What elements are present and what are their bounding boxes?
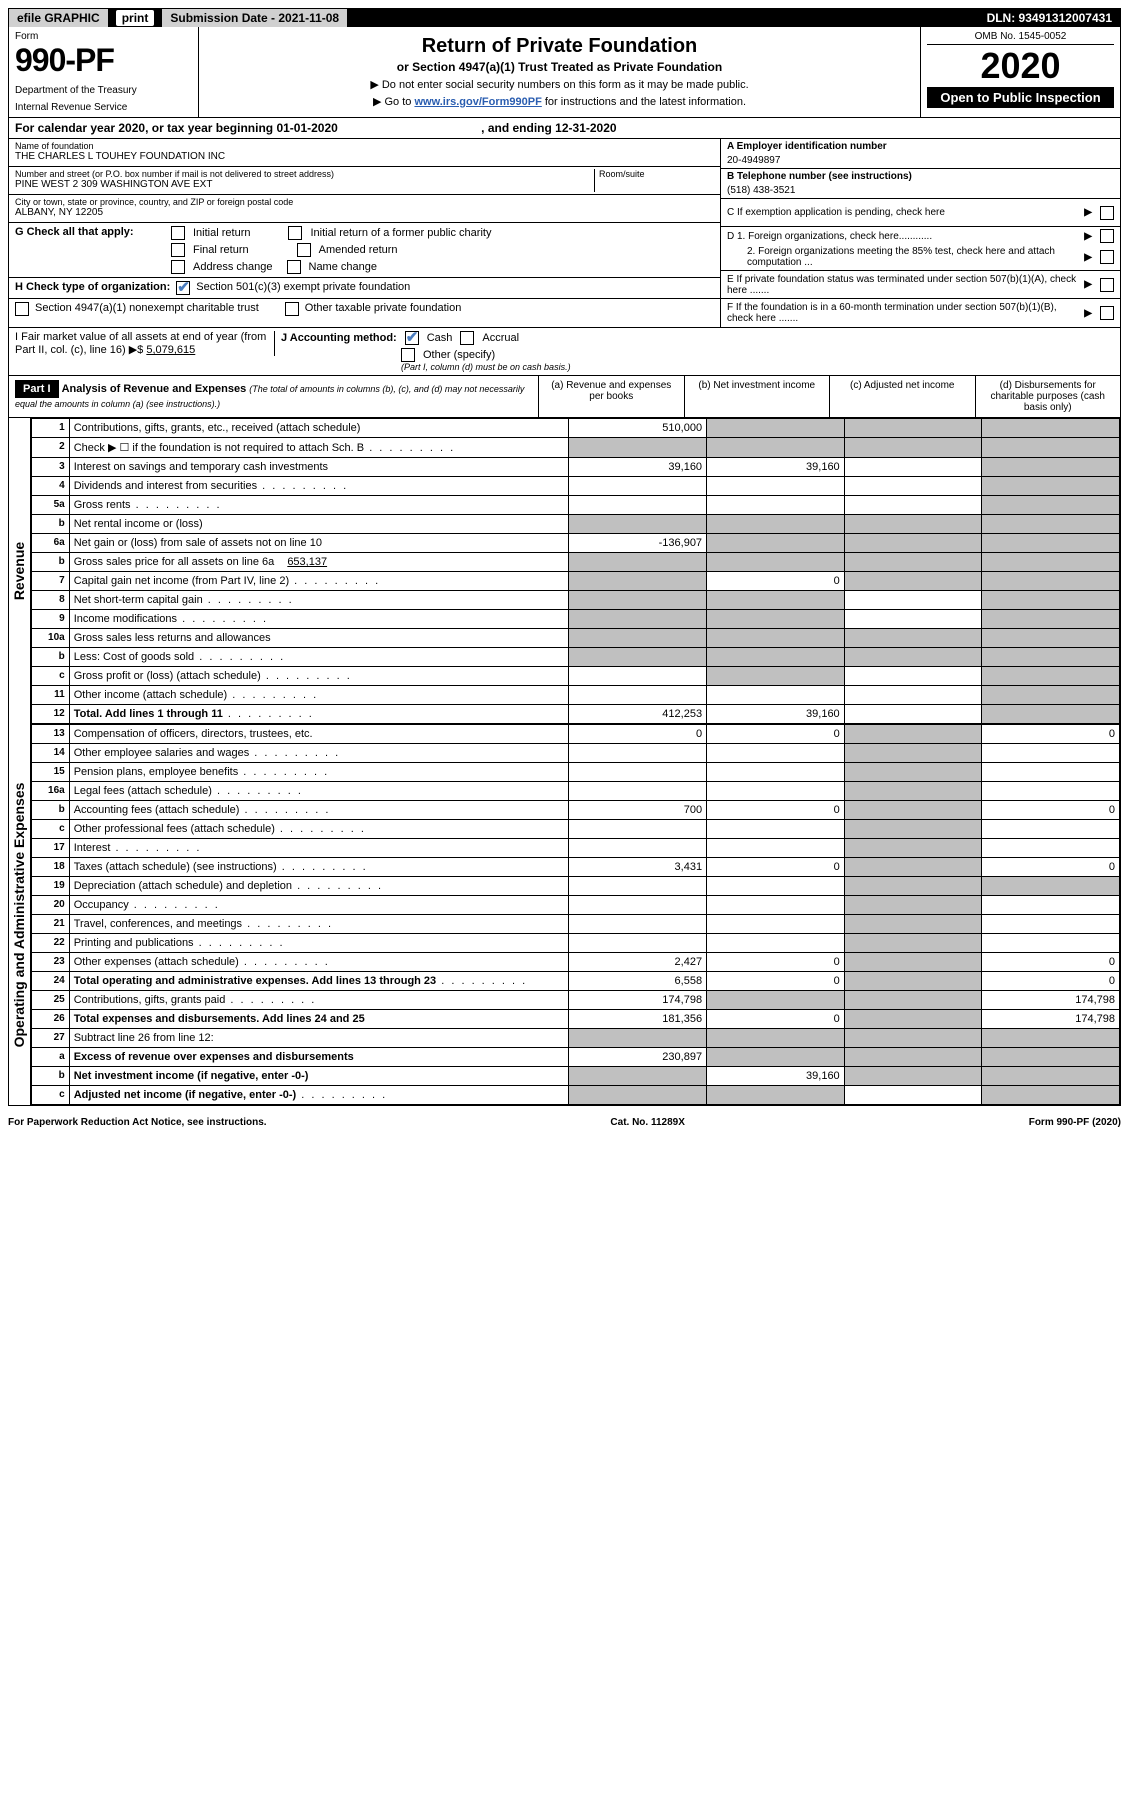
4947-check[interactable] — [15, 302, 29, 316]
f-check[interactable] — [1100, 306, 1114, 320]
dept-treasury: Department of the Treasury — [15, 85, 192, 96]
d2-check[interactable] — [1100, 250, 1114, 264]
telephone: (518) 438-3521 — [727, 185, 1114, 196]
form-subtitle: or Section 4947(a)(1) Trust Treated as P… — [205, 60, 914, 74]
accrual-check[interactable] — [460, 331, 474, 345]
e-label: E If private foundation status was termi… — [727, 274, 1076, 296]
d2-label: 2. Foreign organizations meeting the 85%… — [727, 246, 1076, 268]
j-label: J Accounting method: — [281, 332, 397, 344]
h-label: H Check type of organization: — [15, 281, 170, 293]
d1-check[interactable] — [1100, 229, 1114, 243]
irs-label: Internal Revenue Service — [15, 102, 192, 113]
print-button[interactable]: print — [116, 10, 155, 26]
i-label: I Fair market value of all assets at end… — [15, 331, 266, 356]
dln: DLN: 93491312007431 — [979, 9, 1120, 27]
city-label: City or town, state or province, country… — [15, 197, 714, 207]
title-block: Form 990-PF Department of the Treasury I… — [9, 27, 1120, 118]
j-note: (Part I, column (d) must be on cash basi… — [401, 362, 1114, 372]
fmv-value: 5,079,615 — [146, 344, 195, 356]
c-check[interactable] — [1100, 206, 1114, 220]
form-number: 990-PF — [15, 42, 192, 79]
name-change-check[interactable] — [287, 260, 301, 274]
tel-label: B Telephone number (see instructions) — [727, 171, 912, 182]
col-a: (a) Revenue and expenses per books — [539, 376, 685, 417]
room-label: Room/suite — [599, 169, 714, 179]
cash-check[interactable] — [405, 331, 419, 345]
expenses-section: Operating and Administrative Expenses 13… — [9, 724, 1120, 1105]
id-block: Name of foundation THE CHARLES L TOUHEY … — [9, 139, 1120, 328]
form-title: Return of Private Foundation — [205, 35, 914, 58]
col-d: (d) Disbursements for charitable purpose… — [976, 376, 1121, 417]
col-b: (b) Net investment income — [685, 376, 831, 417]
amended-check[interactable] — [297, 243, 311, 257]
g-label: G Check all that apply: — [15, 226, 134, 238]
irs-link[interactable]: www.irs.gov/Form990PF — [414, 96, 541, 108]
paperwork-notice: For Paperwork Reduction Act Notice, see … — [8, 1117, 267, 1128]
note-ssn: ▶ Do not enter social security numbers o… — [205, 78, 914, 91]
submission-date: Submission Date - 2021-11-08 — [162, 9, 347, 27]
revenue-side: Revenue — [11, 542, 27, 600]
col-c: (c) Adjusted net income — [830, 376, 976, 417]
city-state-zip: ALBANY, NY 12205 — [15, 207, 714, 218]
addr-label: Number and street (or P.O. box number if… — [15, 169, 594, 179]
cat-no: Cat. No. 11289X — [610, 1117, 684, 1128]
omb-number: OMB No. 1545-0052 — [927, 31, 1114, 45]
address-change-check[interactable] — [171, 260, 185, 274]
other-tax-check[interactable] — [285, 302, 299, 316]
part1-header: Part I Analysis of Revenue and Expenses … — [9, 376, 1120, 418]
form-label: Form — [15, 31, 192, 42]
ein-label: A Employer identification number — [727, 141, 887, 152]
f-label: F If the foundation is in a 60-month ter… — [727, 302, 1076, 324]
initial-return-check[interactable] — [171, 226, 185, 240]
d1-label: D 1. Foreign organizations, check here..… — [727, 231, 1076, 242]
efile-header: efile GRAPHIC print Submission Date - 20… — [9, 9, 1120, 27]
initial-public-check[interactable] — [288, 226, 302, 240]
part1-label: Part I — [15, 380, 59, 398]
address: PINE WEST 2 309 WASHINGTON AVE EXT — [15, 179, 594, 190]
ein: 20-4949897 — [727, 155, 1114, 166]
efile-label: efile GRAPHIC — [9, 9, 108, 27]
other-method-check[interactable] — [401, 348, 415, 362]
expenses-side: Operating and Administrative Expenses — [11, 782, 27, 1047]
page-footer: For Paperwork Reduction Act Notice, see … — [0, 1114, 1129, 1131]
note-link: ▶ Go to www.irs.gov/Form990PF for instru… — [205, 95, 914, 108]
form-container: efile GRAPHIC print Submission Date - 20… — [8, 8, 1121, 1106]
e-check[interactable] — [1100, 278, 1114, 292]
part1-title: Analysis of Revenue and Expenses — [62, 383, 247, 395]
name-label: Name of foundation — [15, 141, 714, 151]
open-public: Open to Public Inspection — [927, 87, 1114, 108]
form-ref: Form 990-PF (2020) — [1029, 1117, 1121, 1128]
501c3-check[interactable] — [176, 281, 190, 295]
revenue-section: Revenue 1Contributions, gifts, grants, e… — [9, 418, 1120, 724]
foundation-name: THE CHARLES L TOUHEY FOUNDATION INC — [15, 151, 714, 162]
calendar-year: For calendar year 2020, or tax year begi… — [9, 118, 1120, 139]
final-return-check[interactable] — [171, 243, 185, 257]
c-label: C If exemption application is pending, c… — [727, 207, 1076, 218]
tax-year: 2020 — [927, 45, 1114, 87]
